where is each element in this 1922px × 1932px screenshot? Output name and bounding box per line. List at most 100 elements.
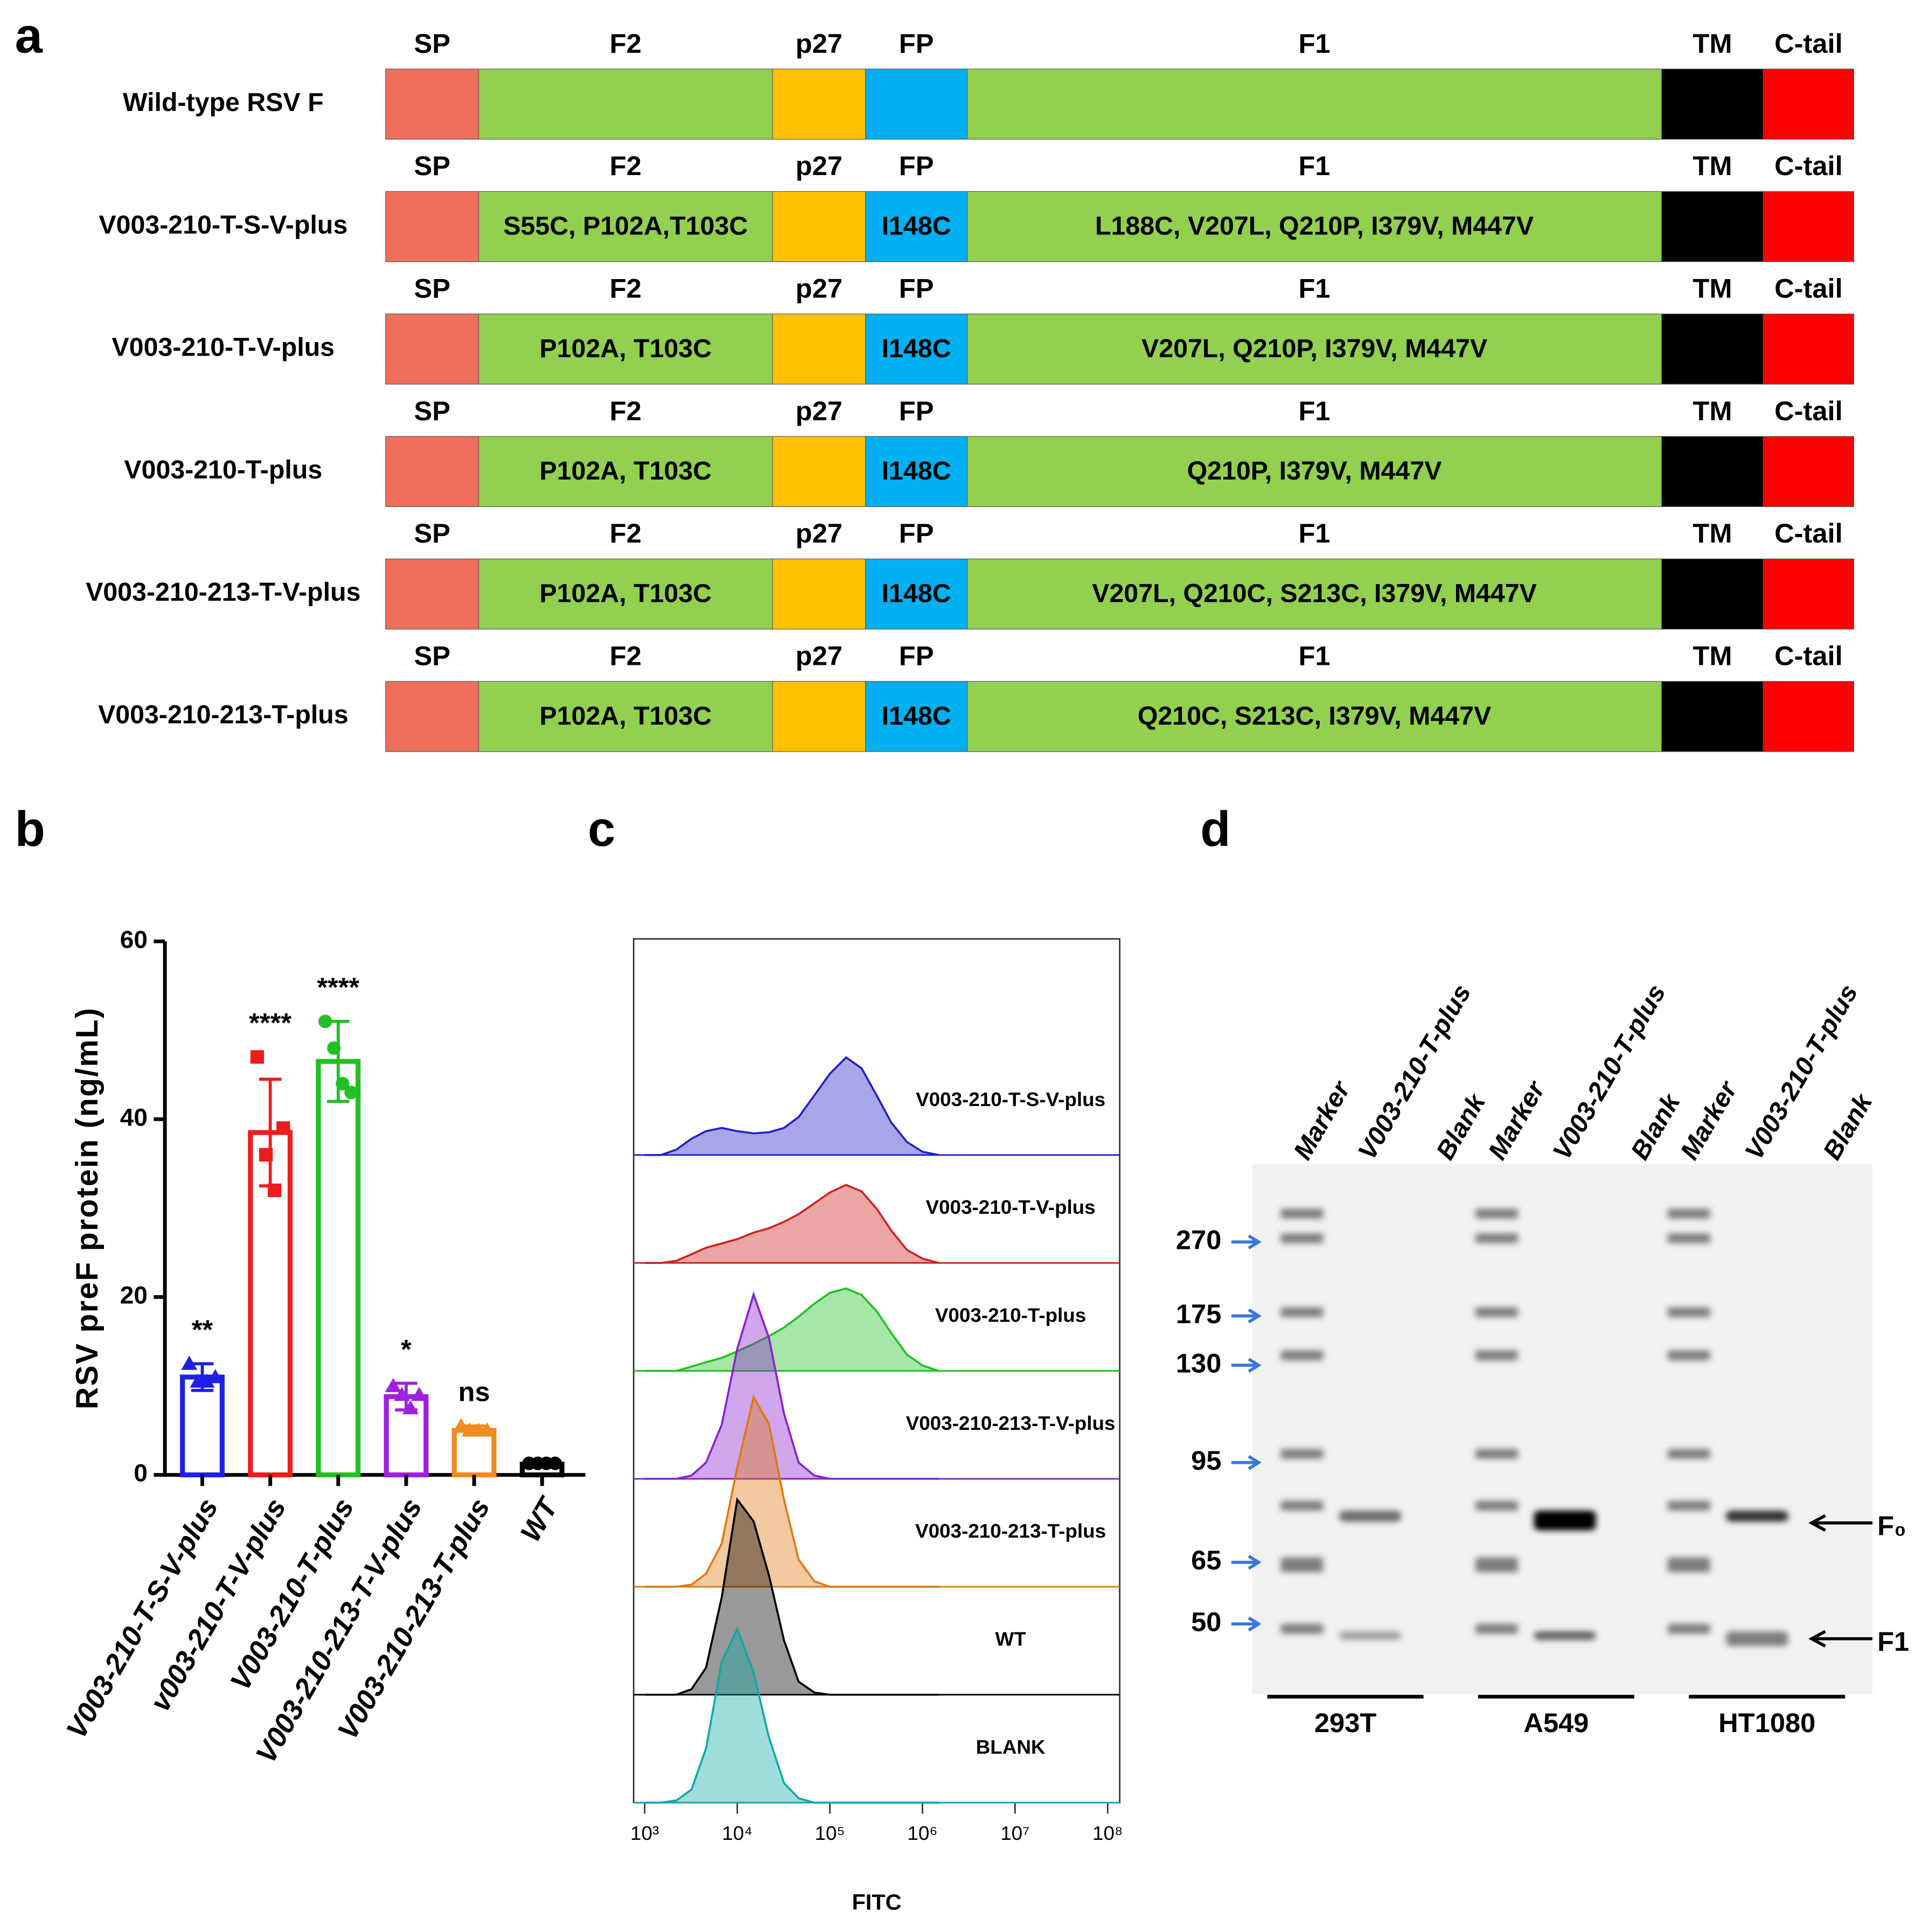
domain-segment xyxy=(966,436,1662,507)
ladder-band xyxy=(1668,1350,1710,1360)
domain-header: C-tail xyxy=(1774,518,1843,548)
domain-segment xyxy=(478,314,773,385)
mutation-label: I148C xyxy=(882,579,951,608)
construct-name: V003-210-213-T-plus xyxy=(98,700,349,729)
ladder-band xyxy=(1280,1500,1324,1511)
domain-segment xyxy=(385,681,479,752)
domain-header: FP xyxy=(899,518,934,548)
x-tick-label: 10⁶ xyxy=(907,1822,937,1844)
domain-header: p27 xyxy=(796,395,842,426)
lane-label: Blank xyxy=(1430,1088,1492,1165)
ladder-band xyxy=(1668,1624,1710,1634)
mw-label: 95 xyxy=(1191,1445,1221,1476)
construct-name: V003-210-T-V-plus xyxy=(112,333,335,362)
domain-segment xyxy=(966,314,1662,385)
domain-header: F2 xyxy=(610,395,642,426)
density-area xyxy=(644,1499,939,1695)
panel-label: c xyxy=(588,802,615,857)
domain-header: p27 xyxy=(796,28,842,59)
mutation-label: I148C xyxy=(882,701,951,731)
x-axis-label: FITC xyxy=(852,1889,901,1914)
domain-header: F1 xyxy=(1299,518,1331,548)
domain-header: FP xyxy=(899,641,934,671)
legend-entry: WT xyxy=(995,1628,1026,1650)
density-area xyxy=(644,1288,939,1371)
domain-segment xyxy=(385,558,479,630)
mutation-label: V207L, Q210C, S213C, I379V, M447V xyxy=(1092,579,1537,608)
ladder-band xyxy=(1475,1557,1518,1573)
band-label: F₀ xyxy=(1877,1510,1906,1541)
significance-label: * xyxy=(401,1334,412,1365)
domain-segment xyxy=(772,68,866,140)
domain-header: SP xyxy=(414,518,450,548)
construct-name: V003-210-213-T-V-plus xyxy=(86,578,360,607)
significance-label: ** xyxy=(192,1314,213,1345)
domain-segment xyxy=(1763,436,1854,507)
density-area xyxy=(644,1057,939,1155)
density-line xyxy=(644,1627,939,1804)
mw-arrow xyxy=(1231,1455,1262,1470)
domain-header: F1 xyxy=(1299,641,1331,671)
domain-header: TM xyxy=(1693,273,1732,304)
ladder-band xyxy=(1280,1624,1324,1634)
density-area xyxy=(644,1629,939,1803)
ladder-band xyxy=(1475,1208,1518,1219)
domain-segment xyxy=(772,314,866,385)
domain-segment xyxy=(478,681,773,752)
ladder-band xyxy=(1475,1624,1518,1634)
domain-segment xyxy=(1763,68,1854,140)
domain-header: C-tail xyxy=(1774,273,1843,304)
mutation-label: Q210C, S213C, I379V, M447V xyxy=(1138,701,1491,731)
mw-arrow xyxy=(1231,1358,1262,1373)
f0-band xyxy=(1726,1510,1788,1522)
domain-header: SP xyxy=(414,273,450,304)
f0-band xyxy=(1339,1510,1402,1522)
domain-header: F1 xyxy=(1299,150,1331,181)
mw-label: 270 xyxy=(1176,1225,1221,1255)
x-tick-label: 10⁷ xyxy=(1000,1822,1029,1844)
domain-header: SP xyxy=(414,28,450,59)
significance-label: **** xyxy=(249,1007,291,1038)
x-tick-label: 10⁵ xyxy=(814,1822,845,1844)
panel-label: b xyxy=(15,802,45,857)
x-tick-label: V003-210-T-plus xyxy=(224,1493,360,1695)
lane-label: Marker xyxy=(1288,1075,1356,1164)
ladder-band xyxy=(1668,1307,1710,1317)
lane-label: Marker xyxy=(1482,1075,1551,1164)
density-line xyxy=(644,1184,939,1264)
ladder-band xyxy=(1280,1307,1324,1317)
domain-segment xyxy=(865,191,968,262)
domain-header: F1 xyxy=(1299,273,1331,304)
domain-segment xyxy=(1661,436,1764,507)
domain-header: TM xyxy=(1693,641,1732,671)
domain-header: F1 xyxy=(1299,395,1331,426)
mutation-label: P102A, T103C xyxy=(539,456,712,485)
domain-segment xyxy=(772,558,866,630)
domain-header: F2 xyxy=(610,28,642,59)
band-arrow xyxy=(1808,1630,1872,1648)
domain-segment xyxy=(865,314,968,385)
data-point xyxy=(411,1387,428,1401)
ladder-band xyxy=(1475,1307,1518,1317)
ladder-band xyxy=(1280,1350,1324,1360)
data-point xyxy=(327,1041,341,1055)
domain-segment xyxy=(478,68,773,140)
legend-entry: V003-210-T-V-plus xyxy=(925,1196,1095,1218)
ladder-band xyxy=(1280,1208,1324,1219)
lane-label: Marker xyxy=(1675,1075,1743,1164)
data-point xyxy=(453,1417,469,1433)
panel-label: d xyxy=(1200,802,1230,857)
mw-label: 130 xyxy=(1176,1347,1221,1378)
legend-entry: V003-210-213-T-V-plus xyxy=(906,1412,1116,1434)
mutation-label: P102A, T103C xyxy=(539,701,712,731)
lane-label: Blank xyxy=(1817,1088,1879,1165)
domain-header: F2 xyxy=(610,150,642,181)
data-point xyxy=(198,1373,215,1388)
domain-header: F2 xyxy=(610,273,642,304)
band-label: F1 xyxy=(1877,1626,1909,1657)
domain-segment xyxy=(1661,681,1764,752)
domain-header: FP xyxy=(899,273,934,304)
f0-band xyxy=(1534,1510,1596,1531)
bar xyxy=(451,1428,497,1478)
